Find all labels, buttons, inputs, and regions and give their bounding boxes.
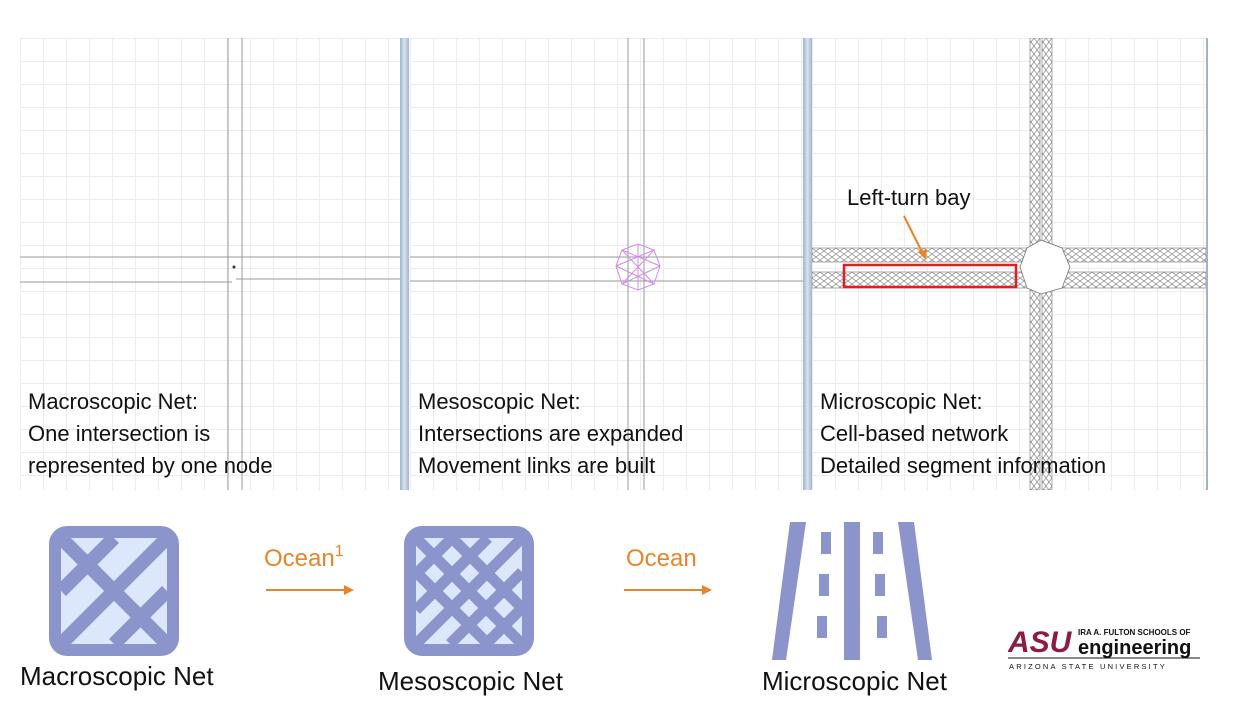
- microscopic-line-2: Detailed segment information: [820, 453, 1107, 478]
- movement-links: [615, 243, 661, 291]
- macroscopic-panel: Macroscopic Net: One intersection is rep…: [20, 38, 400, 490]
- microscopic-caption: Microscopic Net: [762, 666, 947, 696]
- footnote-marker: 1: [334, 543, 344, 560]
- node-dot: [232, 265, 236, 269]
- transition-arrow-1: [266, 585, 354, 595]
- transition-label-1-text: Ocean: [264, 545, 335, 572]
- macro-grid-icon: [45, 522, 183, 665]
- macroscopic-description: Macroscopic Net: One intersection is rep…: [28, 386, 273, 482]
- panel-separator: [803, 38, 812, 490]
- logo-line-3: ARIZONA STATE UNIVERSITY: [1009, 662, 1167, 671]
- macroscopic-network-view: [20, 38, 400, 490]
- left-turn-bay-label: Left-turn bay: [847, 185, 971, 210]
- mesoscopic-caption: Mesoscopic Net: [378, 666, 563, 696]
- logo-line-2: engineering: [1078, 637, 1191, 659]
- transition-arrow-2: [624, 585, 712, 595]
- microscopic-description: Microscopic Net: Cell-based network Deta…: [820, 386, 1106, 482]
- mesoscopic-line-1: Intersections are expanded: [418, 421, 684, 446]
- macroscopic-title: Macroscopic Net:: [28, 389, 198, 414]
- mesoscopic-line-2: Movement links are built: [418, 453, 656, 478]
- panel-separator: [400, 38, 409, 490]
- microscopic-line-1: Cell-based network: [820, 421, 1009, 446]
- asu-mark: ASU: [1008, 626, 1073, 659]
- transition-label-2: Ocean: [626, 545, 697, 572]
- mesoscopic-title: Mesoscopic Net:: [418, 389, 581, 414]
- microscopic-title: Microscopic Net:: [820, 389, 983, 414]
- asu-engineering-logo: ASU IRA A. FULTON SCHOOLS OF engineering…: [1007, 624, 1200, 672]
- macroscopic-caption: Macroscopic Net: [20, 661, 214, 691]
- meso-grid-icon: [400, 522, 538, 665]
- microscopic-network-view: [812, 38, 1206, 490]
- mesoscopic-network-view: [410, 38, 804, 490]
- annotation-arrow: [903, 215, 924, 255]
- mesoscopic-description: Mesoscopic Net: Intersections are expand…: [418, 386, 683, 482]
- panel-right-edge: [1206, 38, 1208, 490]
- lanes-icon: [772, 522, 932, 665]
- left-turn-bay-highlight: [842, 263, 1018, 289]
- logo-line-1: IRA A. FULTON SCHOOLS OF: [1078, 628, 1191, 637]
- transition-label-1: Ocean1: [264, 543, 344, 573]
- macroscopic-line-2: represented by one node: [28, 453, 273, 478]
- microscopic-panel: Left-turn bay Microscopic Net: Cell-base…: [812, 38, 1206, 490]
- macroscopic-line-1: One intersection is: [28, 421, 211, 446]
- mesoscopic-panel: Mesoscopic Net: Intersections are expand…: [410, 38, 804, 490]
